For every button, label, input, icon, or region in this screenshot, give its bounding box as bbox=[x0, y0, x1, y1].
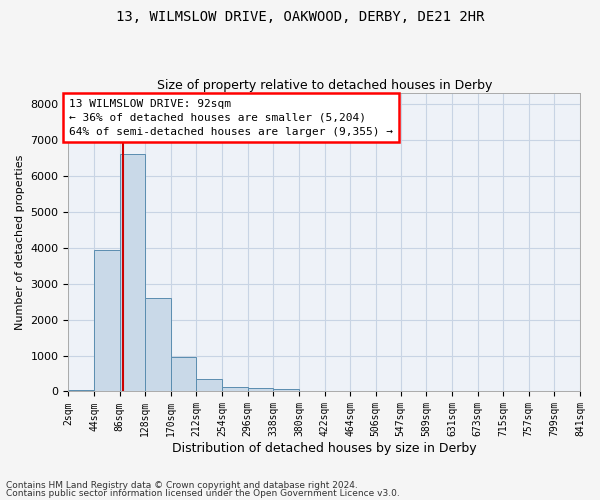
Text: 13, WILMSLOW DRIVE, OAKWOOD, DERBY, DE21 2HR: 13, WILMSLOW DRIVE, OAKWOOD, DERBY, DE21… bbox=[116, 10, 484, 24]
Text: Contains HM Land Registry data © Crown copyright and database right 2024.: Contains HM Land Registry data © Crown c… bbox=[6, 480, 358, 490]
Y-axis label: Number of detached properties: Number of detached properties bbox=[15, 154, 25, 330]
Bar bbox=[145, 298, 171, 392]
Text: 13 WILMSLOW DRIVE: 92sqm
← 36% of detached houses are smaller (5,204)
64% of sem: 13 WILMSLOW DRIVE: 92sqm ← 36% of detach… bbox=[69, 98, 393, 136]
X-axis label: Distribution of detached houses by size in Derby: Distribution of detached houses by size … bbox=[172, 442, 476, 455]
Text: Contains public sector information licensed under the Open Government Licence v3: Contains public sector information licen… bbox=[6, 489, 400, 498]
Bar bbox=[222, 387, 248, 392]
Title: Size of property relative to detached houses in Derby: Size of property relative to detached ho… bbox=[157, 79, 492, 92]
Bar bbox=[94, 250, 119, 392]
Bar bbox=[68, 390, 94, 392]
Bar bbox=[196, 379, 222, 392]
Bar bbox=[171, 358, 196, 392]
Bar bbox=[119, 154, 145, 392]
Bar bbox=[248, 388, 273, 392]
Bar bbox=[273, 390, 299, 392]
